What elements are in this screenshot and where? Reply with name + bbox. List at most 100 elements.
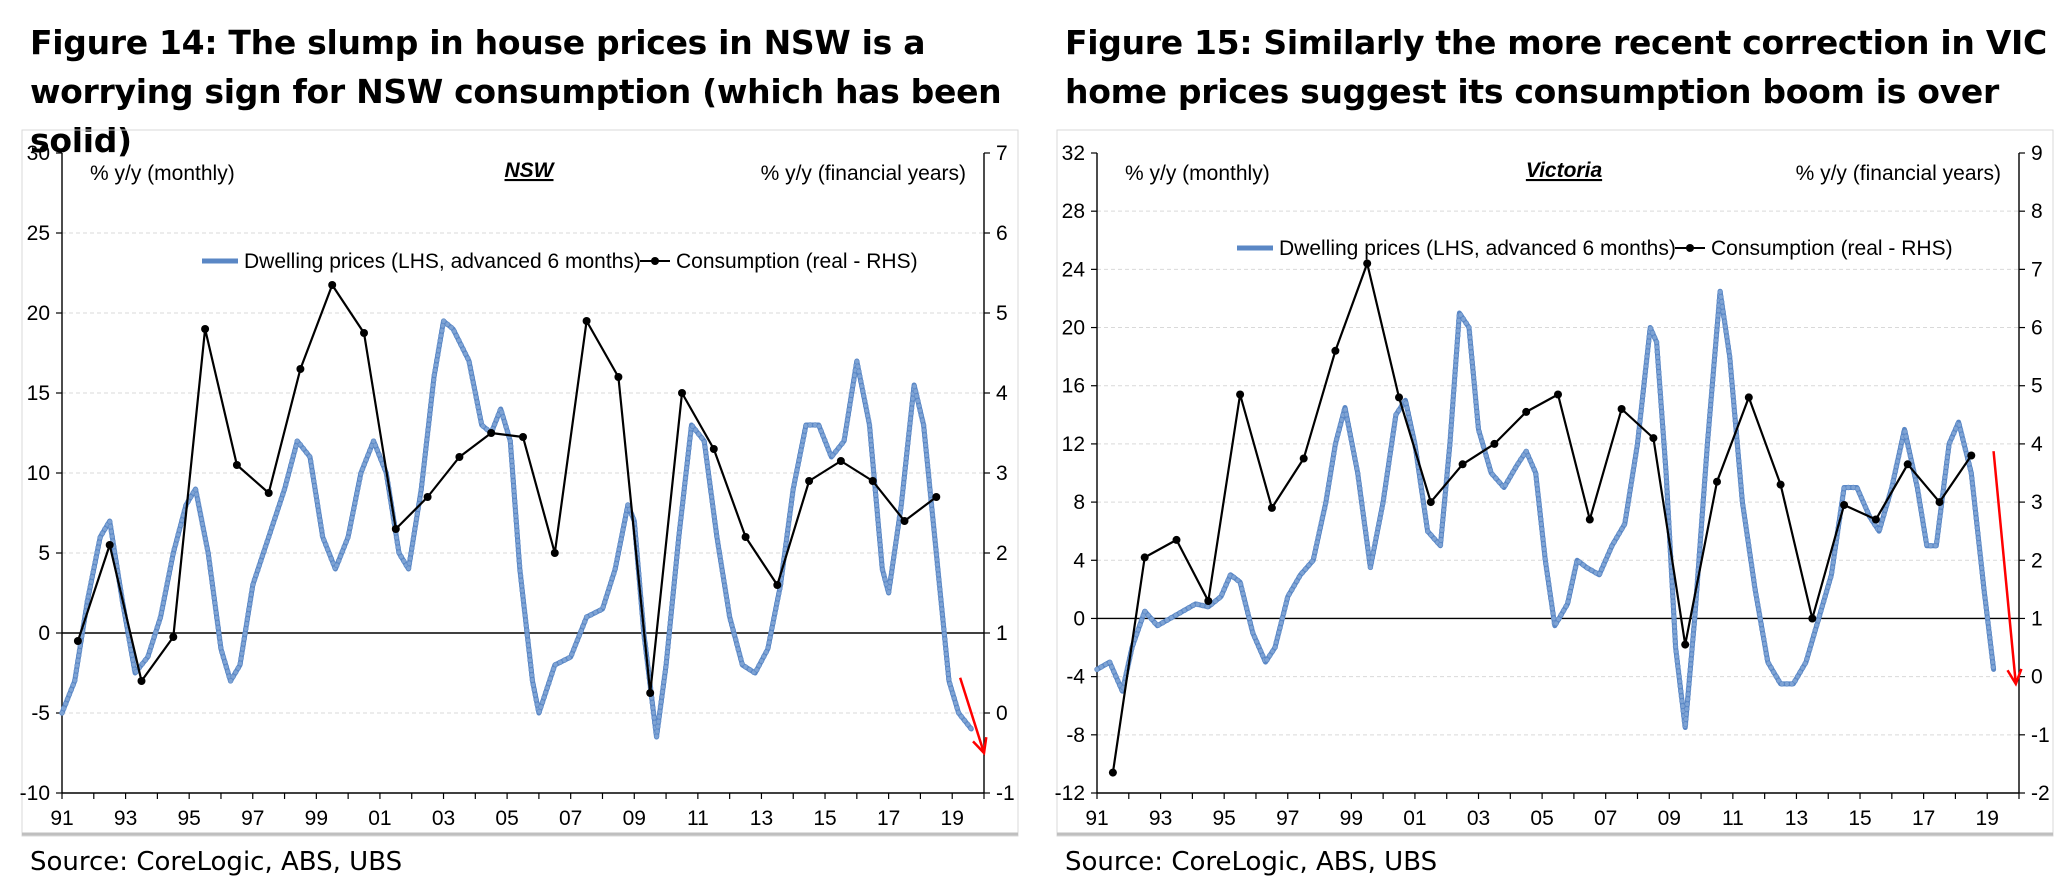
dwelling-marker xyxy=(1529,462,1535,468)
dwelling-marker xyxy=(503,424,509,430)
dwelling-marker xyxy=(1678,688,1684,694)
consumption-point xyxy=(296,365,305,373)
dwelling-marker xyxy=(879,562,885,568)
dwelling-marker xyxy=(683,470,689,476)
dwelling-marker xyxy=(1895,453,1902,460)
dwelling-marker xyxy=(785,526,791,532)
dwelling-marker xyxy=(713,528,719,535)
dwelling-marker xyxy=(1439,527,1445,533)
dwelling-marker xyxy=(939,611,946,617)
dwelling-marker xyxy=(657,703,664,710)
dwelling-marker xyxy=(930,522,937,528)
dwelling-marker xyxy=(438,332,444,339)
dwelling-marker xyxy=(270,520,277,526)
consumption-point xyxy=(900,517,909,525)
dwelling-marker xyxy=(1355,470,1361,477)
dwelling-marker xyxy=(868,442,874,448)
dwelling-marker xyxy=(1534,481,1540,488)
dwelling-marker xyxy=(1643,363,1649,370)
dwelling-marker xyxy=(1658,409,1665,415)
dwelling-marker xyxy=(699,435,705,441)
dwelling-marker xyxy=(1704,447,1710,453)
dwelling-marker xyxy=(1989,659,1996,665)
dwelling-marker xyxy=(1392,416,1398,423)
dwelling-marker xyxy=(315,503,321,509)
dwelling-marker xyxy=(1325,485,1331,492)
dwelling-marker xyxy=(1313,544,1319,550)
dwelling-marker xyxy=(862,403,869,409)
dwelling-marker xyxy=(1739,498,1745,504)
dwelling-marker xyxy=(1715,312,1721,319)
dwelling-marker xyxy=(729,622,735,628)
dwelling-marker xyxy=(1418,484,1424,490)
dwelling-marker xyxy=(1645,338,1652,345)
dwelling-marker xyxy=(210,590,217,596)
dwelling-marker xyxy=(915,398,921,404)
dwelling-marker xyxy=(569,651,575,657)
dwelling-marker xyxy=(1737,478,1744,484)
consumption-point xyxy=(1554,390,1562,399)
dwelling-marker xyxy=(1195,601,1201,608)
dwelling-marker xyxy=(1690,626,1697,633)
dwelling-marker xyxy=(1190,602,1196,608)
dwelling-marker xyxy=(240,640,247,647)
dwelling-marker xyxy=(1912,477,1919,484)
dwelling-marker xyxy=(1917,502,1923,508)
dwelling-marker xyxy=(1625,497,1632,503)
dwelling-marker xyxy=(1687,666,1693,672)
dwelling-marker xyxy=(1420,498,1426,505)
dwelling-marker xyxy=(770,620,776,626)
dwelling-marker xyxy=(664,654,670,660)
dwelling-marker xyxy=(517,573,524,579)
dwelling-marker xyxy=(1630,467,1636,474)
dwelling-marker xyxy=(860,388,866,394)
dwelling-marker xyxy=(1977,550,1983,556)
dwelling-marker xyxy=(1636,428,1642,434)
dwelling-marker xyxy=(1437,542,1444,548)
dwelling-marker xyxy=(303,449,310,456)
dwelling-marker xyxy=(1633,448,1640,454)
dwelling-marker xyxy=(881,571,887,578)
dwelling-marker xyxy=(1548,600,1555,607)
dwelling-marker xyxy=(1284,596,1291,602)
dwelling-marker xyxy=(800,437,806,444)
dwelling-marker xyxy=(251,577,258,583)
dwelling-marker xyxy=(1715,307,1722,314)
dwelling-marker xyxy=(465,355,471,362)
consumption-point xyxy=(137,677,146,685)
right-axis-label: % y/y (financial years) xyxy=(1796,162,2001,185)
dwelling-marker xyxy=(1348,436,1354,442)
dwelling-marker xyxy=(1976,540,1982,546)
dwelling-marker xyxy=(1727,363,1734,369)
dwelling-marker xyxy=(1662,454,1668,460)
dwelling-marker xyxy=(1653,339,1660,345)
dwelling-marker xyxy=(1643,358,1650,365)
dwelling-marker xyxy=(1743,522,1749,529)
dwelling-marker xyxy=(1802,660,1808,667)
dwelling-marker xyxy=(1442,487,1449,493)
dwelling-marker xyxy=(597,607,603,613)
consumption-point xyxy=(1808,614,1817,623)
dwelling-marker xyxy=(419,481,425,487)
dwelling-marker xyxy=(1684,696,1691,702)
dwelling-marker xyxy=(789,491,796,498)
dwelling-marker xyxy=(1831,554,1837,561)
dwelling-marker xyxy=(429,387,436,393)
dwelling-marker xyxy=(1626,492,1633,498)
x-tick-label: 93 xyxy=(114,807,137,830)
dwelling-marker xyxy=(1145,612,1152,618)
x-tick-label: 13 xyxy=(750,807,773,830)
dwelling-marker xyxy=(1656,379,1663,385)
dwelling-marker xyxy=(1319,515,1326,521)
dwelling-marker xyxy=(285,472,291,478)
dwelling-marker xyxy=(1750,572,1756,578)
dwelling-marker xyxy=(955,709,962,716)
dwelling-marker xyxy=(1980,580,1986,586)
dwelling-marker xyxy=(1276,629,1282,636)
dwelling-marker xyxy=(1544,571,1550,577)
dwelling-marker xyxy=(1326,480,1332,487)
dwelling-marker xyxy=(739,660,745,667)
dwelling-marker xyxy=(1444,467,1451,473)
right-tick-label: 8 xyxy=(2031,200,2043,223)
dwelling-marker xyxy=(708,494,715,500)
